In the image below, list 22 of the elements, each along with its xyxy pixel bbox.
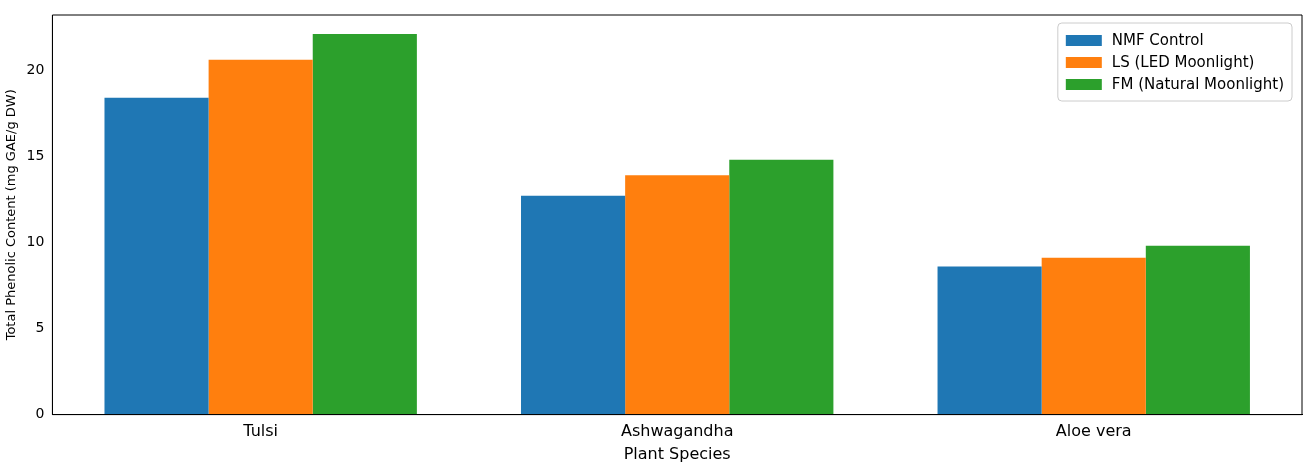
bar [625,175,730,415]
bar [104,97,209,415]
y-tick-label: 0 [35,405,45,422]
x-tick-label: Aloe vera [1055,421,1132,441]
x-tick-label: Tulsi [242,421,279,441]
y-axis-title: Total Phenolic Content (mg GAE/g DW) [3,89,19,342]
bar [729,159,834,415]
bar [937,266,1042,415]
bar [1041,257,1146,415]
y-tick-label: 10 [26,233,45,249]
y-tick-label: 5 [35,319,45,336]
bar [312,33,417,415]
x-tick-label: Ashwagandha [620,421,734,441]
bar [208,59,313,415]
x-axis-title: Plant Species [623,443,731,463]
legend-label: NMF Control [1111,30,1204,49]
legend-label: LS (LED Moonlight) [1111,52,1255,71]
legend-label: FM (Natural Moonlight) [1111,74,1284,93]
y-tick-label: 15 [26,146,45,163]
bar [521,195,626,415]
y-tick-label: 20 [26,60,45,77]
bar [1145,245,1250,415]
